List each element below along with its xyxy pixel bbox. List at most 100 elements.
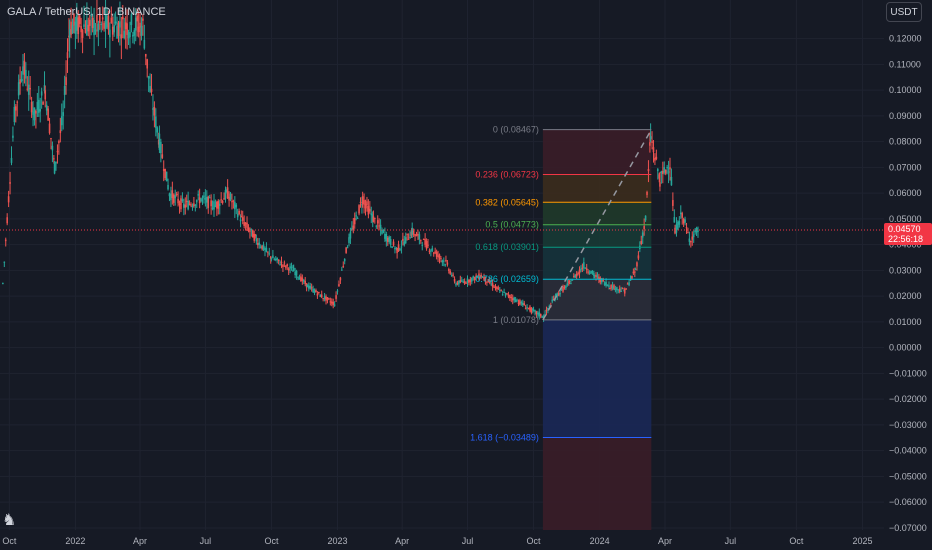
candle-body bbox=[162, 169, 165, 171]
fib-level-label: 0 (0.08467) bbox=[493, 125, 539, 135]
fib-level-label: 1.618 (−0.03489) bbox=[470, 433, 539, 443]
candle-body bbox=[672, 200, 674, 206]
x-axis-tick-label: 2023 bbox=[327, 536, 347, 546]
candle-body bbox=[35, 110, 37, 114]
candle-body bbox=[411, 227, 413, 235]
candle-body bbox=[384, 233, 386, 239]
candle-body bbox=[430, 250, 432, 252]
y-axis-tick-label: 0.00000 bbox=[889, 343, 922, 353]
candle-body bbox=[51, 145, 54, 151]
candle-body bbox=[556, 293, 559, 297]
candle-body bbox=[12, 135, 14, 138]
candle-body bbox=[363, 200, 365, 205]
candle-body bbox=[27, 84, 30, 95]
y-axis-tick-label: −0.07000 bbox=[889, 523, 927, 533]
candle-body bbox=[359, 201, 362, 204]
candle-body bbox=[394, 247, 396, 250]
candle-body bbox=[643, 226, 645, 230]
candle-body bbox=[649, 136, 652, 140]
candle-body bbox=[53, 161, 56, 174]
candle-body bbox=[571, 279, 574, 281]
candle-body bbox=[640, 240, 643, 244]
y-axis-tick-label: −0.04000 bbox=[889, 446, 927, 456]
candle-body bbox=[623, 288, 626, 294]
candle-body bbox=[279, 264, 281, 266]
candle-body bbox=[621, 287, 624, 289]
candle-body bbox=[217, 201, 220, 209]
candle-body bbox=[213, 201, 215, 210]
candle-body bbox=[253, 233, 256, 241]
candle-body bbox=[207, 196, 210, 208]
candle-body bbox=[421, 244, 424, 246]
candle-body bbox=[428, 250, 431, 252]
candle-body bbox=[431, 248, 434, 251]
candle-body bbox=[156, 127, 159, 133]
currency-selector-button[interactable]: USDT bbox=[886, 2, 922, 22]
candle-body bbox=[161, 154, 164, 158]
candle-body bbox=[634, 268, 637, 270]
candle-body bbox=[73, 13, 75, 26]
candle-body bbox=[507, 294, 510, 297]
candle-body bbox=[646, 191, 648, 195]
fib-zone bbox=[542, 202, 652, 225]
candle-body bbox=[496, 286, 498, 290]
candle-body bbox=[493, 286, 495, 288]
candle-body bbox=[450, 275, 453, 277]
candle-body bbox=[261, 245, 263, 250]
candle-body bbox=[385, 233, 388, 242]
x-axis-tick-label: Apr bbox=[395, 536, 409, 546]
candle-body bbox=[300, 276, 302, 282]
candle-body bbox=[473, 277, 476, 281]
candle-body bbox=[220, 199, 222, 201]
candle-body bbox=[468, 279, 470, 283]
x-axis-tick-label: Jul bbox=[725, 536, 737, 546]
candle-body bbox=[486, 281, 488, 283]
candle-body bbox=[480, 274, 482, 277]
candle-body bbox=[147, 76, 150, 79]
candle-body bbox=[506, 293, 508, 295]
candle-body bbox=[688, 238, 691, 242]
candle-body bbox=[149, 85, 151, 92]
candle-body bbox=[674, 227, 676, 234]
candle-body bbox=[422, 239, 425, 241]
candle-body bbox=[40, 91, 43, 96]
candle-body bbox=[628, 282, 630, 286]
candle-body bbox=[319, 294, 322, 297]
candle-body bbox=[226, 187, 229, 199]
candle-body bbox=[255, 238, 258, 242]
y-axis-tick-label: −0.02000 bbox=[889, 394, 927, 404]
candle-body bbox=[81, 30, 84, 38]
candle-body bbox=[294, 271, 296, 276]
candle-body bbox=[479, 277, 482, 279]
candle-body bbox=[575, 273, 578, 277]
candle-body bbox=[574, 274, 577, 278]
candle-body bbox=[530, 308, 533, 313]
candle-body bbox=[234, 201, 236, 210]
candle-body bbox=[529, 306, 531, 311]
candle-body bbox=[465, 282, 467, 284]
candle-body bbox=[66, 52, 69, 59]
candle-body bbox=[172, 194, 175, 203]
candle-body bbox=[23, 60, 26, 75]
candle-body bbox=[195, 200, 198, 203]
candle-body bbox=[590, 270, 592, 274]
fib-zone bbox=[542, 319, 652, 438]
candle-body bbox=[116, 26, 118, 39]
candle-body bbox=[681, 213, 684, 218]
candle-body bbox=[134, 17, 137, 31]
candle-body bbox=[158, 133, 161, 150]
candle-body bbox=[295, 270, 298, 276]
candle-body bbox=[123, 30, 126, 39]
candle-body bbox=[580, 268, 582, 271]
candle-body bbox=[175, 194, 178, 196]
candle-body bbox=[459, 279, 462, 283]
candle-body bbox=[150, 88, 153, 93]
candle-body bbox=[6, 217, 8, 224]
candle-body bbox=[341, 269, 343, 271]
candle-body bbox=[307, 285, 310, 289]
candle-body bbox=[491, 283, 494, 287]
candle-body bbox=[142, 18, 144, 21]
candle-body bbox=[257, 243, 259, 246]
candle-body bbox=[210, 200, 212, 207]
